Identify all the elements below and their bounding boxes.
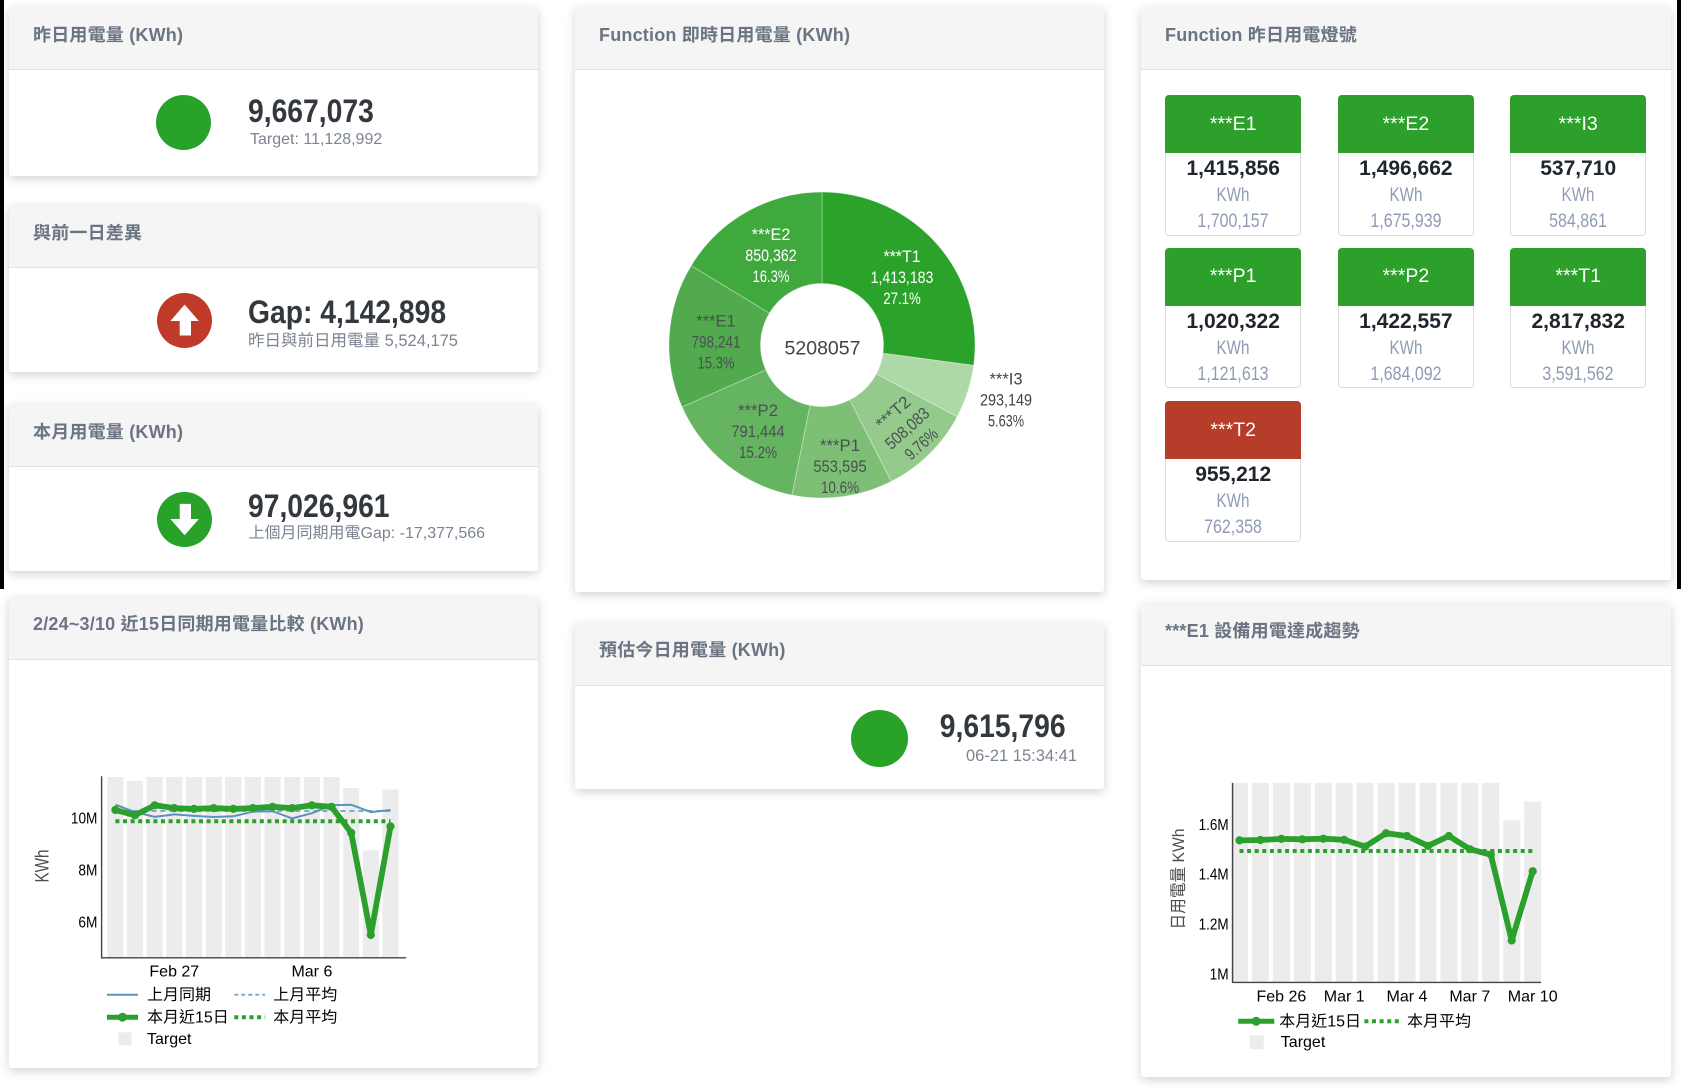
svg-text:Mar 4: Mar 4: [1387, 989, 1428, 1006]
svg-text:日用電量 KWh: 日用電量 KWh: [1169, 829, 1188, 930]
svg-text:本月平均: 本月平均: [1407, 1013, 1471, 1031]
svg-text:16.3%: 16.3%: [752, 267, 789, 286]
svg-text:791,444: 791,444: [731, 422, 784, 441]
svg-text:1.4M: 1.4M: [1199, 867, 1229, 884]
svg-text:15.2%: 15.2%: [739, 443, 777, 462]
svg-text:Mar 1: Mar 1: [1324, 989, 1365, 1006]
svg-text:6M: 6M: [78, 914, 97, 931]
svg-text:***T1: ***T1: [883, 247, 920, 266]
svg-text:***E2: ***E2: [752, 225, 791, 244]
svg-text:Feb 27: Feb 27: [149, 963, 199, 980]
svg-text:850,362: 850,362: [745, 246, 796, 265]
svg-text:Mar 6: Mar 6: [291, 963, 332, 980]
svg-text:1,413,183: 1,413,183: [871, 268, 934, 287]
svg-text:798,241: 798,241: [691, 333, 740, 352]
svg-text:10M: 10M: [71, 811, 98, 828]
svg-text:Mar 7: Mar 7: [1449, 989, 1490, 1006]
svg-text:5.63%: 5.63%: [988, 412, 1024, 431]
svg-text:553,595: 553,595: [813, 457, 866, 476]
svg-text:10.6%: 10.6%: [821, 478, 859, 497]
svg-text:***E1: ***E1: [696, 312, 736, 331]
svg-text:1.2M: 1.2M: [1199, 917, 1229, 934]
svg-text:1.6M: 1.6M: [1199, 817, 1229, 834]
svg-text:Feb 26: Feb 26: [1256, 989, 1306, 1006]
svg-text:1M: 1M: [1210, 967, 1229, 984]
svg-text:本月近15日: 本月近15日: [1279, 1013, 1361, 1031]
svg-text:***P2: ***P2: [738, 401, 778, 420]
svg-text:Target: Target: [147, 1031, 192, 1048]
svg-text:27.1%: 27.1%: [883, 289, 921, 308]
svg-text:Target: Target: [1281, 1034, 1326, 1051]
svg-text:Mar 10: Mar 10: [1508, 989, 1558, 1006]
svg-text:15.3%: 15.3%: [697, 354, 734, 373]
svg-text:***P1: ***P1: [820, 436, 860, 455]
svg-text:上月同期: 上月同期: [147, 986, 211, 1004]
svg-text:8M: 8M: [78, 863, 97, 880]
svg-text:***I3: ***I3: [990, 370, 1023, 389]
svg-text:本月近15日: 本月近15日: [147, 1008, 229, 1026]
svg-text:5208057: 5208057: [785, 338, 861, 360]
svg-text:293,149: 293,149: [980, 391, 1032, 410]
svg-text:上月平均: 上月平均: [273, 986, 337, 1004]
svg-text:KWh: KWh: [33, 850, 54, 883]
svg-text:本月平均: 本月平均: [273, 1008, 337, 1026]
